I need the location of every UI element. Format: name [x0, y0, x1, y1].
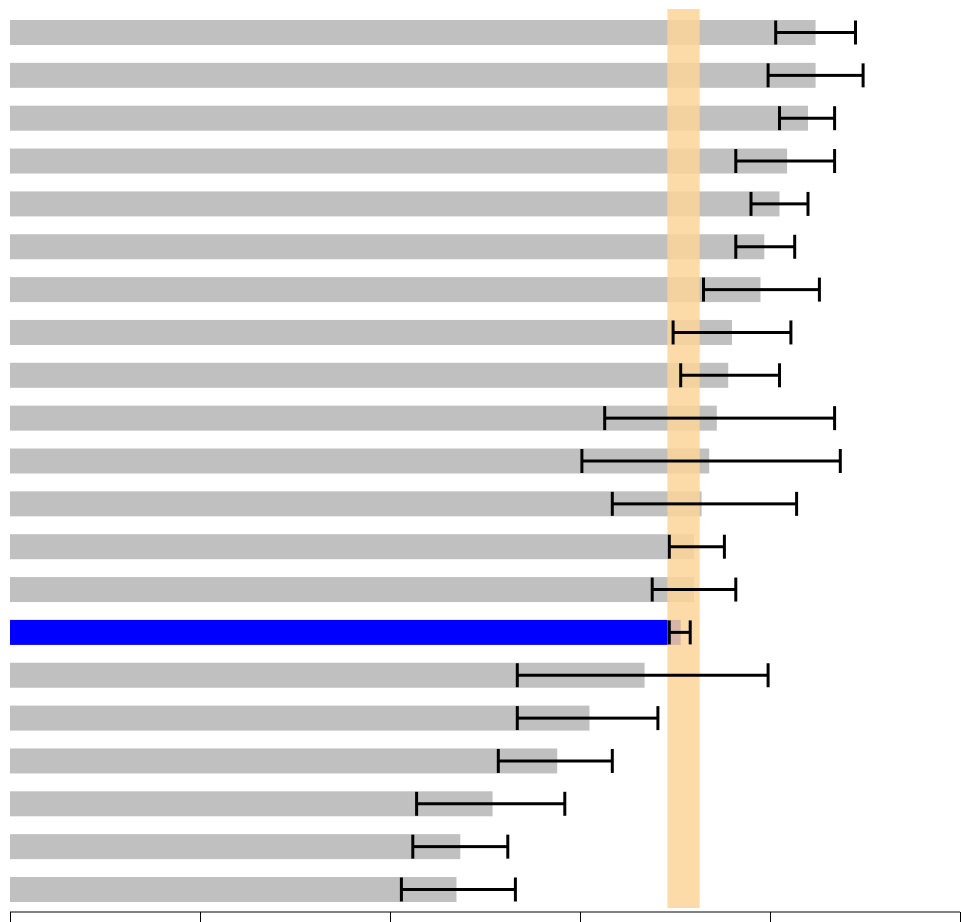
bar [10, 491, 702, 517]
error-bar [603, 406, 837, 431]
bar [10, 577, 694, 603]
bar [10, 705, 590, 731]
error-bar [580, 449, 842, 473]
bar [10, 277, 761, 303]
error-bar [734, 234, 797, 259]
bar [10, 748, 558, 774]
error-bar [702, 277, 821, 302]
bar [10, 534, 694, 560]
error-bar [515, 706, 660, 731]
bar [10, 877, 457, 902]
bar [10, 791, 493, 817]
bar [10, 834, 461, 860]
error-bar [399, 877, 517, 902]
bar [10, 234, 765, 260]
error-bar [774, 20, 857, 45]
error-bar [766, 63, 865, 88]
x-axis [10, 911, 961, 922]
bar [10, 405, 717, 431]
error-bar [778, 106, 837, 131]
bar [10, 362, 729, 388]
bar [10, 148, 788, 174]
error-bars-layer [399, 20, 865, 902]
error-bar [411, 834, 510, 859]
error-bar [667, 620, 692, 645]
error-bar [650, 577, 738, 602]
error-bar [734, 149, 837, 174]
error-bar [679, 363, 781, 388]
error-bar [671, 320, 793, 345]
error-bar [610, 491, 799, 516]
highlight-band-layer [667, 9, 700, 908]
bar [10, 191, 780, 217]
error-bar [667, 534, 726, 559]
highlight-band [667, 9, 700, 908]
bar [10, 319, 732, 345]
error-bar [515, 663, 770, 688]
error-bar [415, 791, 567, 816]
highlighted-bar [10, 619, 681, 645]
error-bar [749, 191, 810, 216]
error-bar [496, 748, 614, 773]
